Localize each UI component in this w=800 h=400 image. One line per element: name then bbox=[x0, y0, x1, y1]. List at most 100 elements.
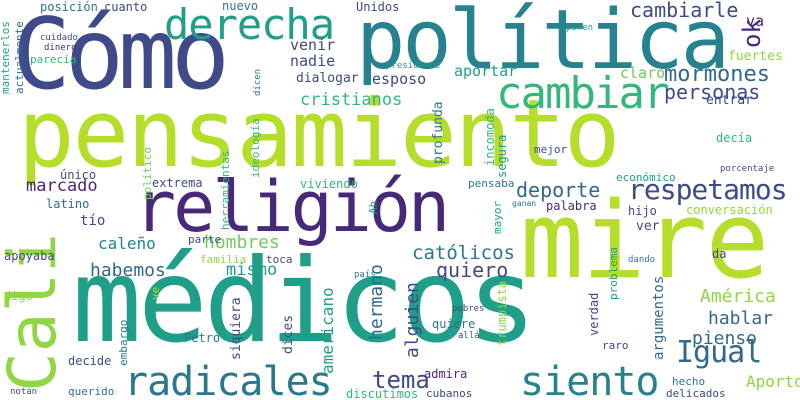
word-unico: único bbox=[60, 168, 97, 182]
word-mejor: mejor bbox=[534, 143, 568, 156]
word-america: América bbox=[700, 286, 776, 307]
word-mire: mire bbox=[520, 179, 769, 302]
word-ganan: ganan bbox=[512, 199, 537, 208]
word-economico: económico bbox=[616, 171, 676, 184]
word-problema: problema bbox=[607, 247, 620, 300]
word-mormones: mormones bbox=[664, 62, 770, 87]
word-dices: dices bbox=[281, 314, 296, 354]
word-argumentos: argumentos bbox=[651, 275, 667, 360]
word-pensaba: pensaba bbox=[468, 177, 515, 190]
word-embargo: embargo bbox=[117, 319, 130, 366]
word-cuanto: cuanto bbox=[104, 0, 148, 14]
word-parecia: parecía bbox=[30, 53, 77, 66]
word-profunda: profunda bbox=[431, 101, 446, 164]
word-medicos: médicos bbox=[72, 234, 537, 369]
word-segura: segura bbox=[495, 134, 509, 178]
word-viviendo: viviendo bbox=[300, 177, 358, 191]
word-actualmente: actualmente bbox=[13, 21, 26, 94]
word-dinero: dinero bbox=[44, 43, 77, 53]
word-extrema: extrema bbox=[152, 176, 203, 190]
word-raro: raro bbox=[602, 339, 629, 352]
word-politico: político bbox=[141, 147, 154, 200]
word-palabra: palabra bbox=[546, 199, 597, 213]
word-igual: Igual bbox=[676, 335, 762, 370]
word-siquiera: siquiera bbox=[229, 297, 244, 360]
word-unidos: Unidos bbox=[356, 0, 400, 14]
word-cuidado: cuidado bbox=[40, 33, 78, 43]
word-pienso: pienso bbox=[692, 328, 758, 349]
word-apoyaba: apoyaba bbox=[4, 249, 55, 263]
word-como: Cómo bbox=[12, 0, 230, 112]
word-herramientas: herramientas bbox=[219, 150, 232, 230]
word-ponen: ponen bbox=[566, 23, 594, 33]
word-mantenerlos: mantenerlos bbox=[0, 21, 12, 94]
word-mayor: mayor bbox=[491, 200, 504, 234]
word-alguien: alguien bbox=[402, 282, 423, 358]
word-familia: familia bbox=[200, 253, 247, 266]
word-presidente: presidente bbox=[386, 61, 441, 71]
word-aporto: Aporto bbox=[746, 372, 800, 391]
word-porcentaje: porcentaje bbox=[720, 164, 775, 174]
word-trumpista: trumpista bbox=[495, 280, 509, 346]
word-esposo: esposo bbox=[372, 70, 427, 88]
word-quiero: quiero bbox=[436, 258, 509, 282]
word-parte: parte bbox=[188, 233, 222, 246]
word-discutimos: discutimos bbox=[346, 387, 419, 400]
word-digo: digo bbox=[4, 289, 33, 303]
word-hecho: hecho bbox=[672, 375, 706, 388]
word-decia: decía bbox=[716, 131, 753, 145]
word-tema: tema bbox=[372, 366, 430, 394]
word-mismo: mismo bbox=[226, 260, 278, 280]
word-venir: venir bbox=[290, 36, 336, 54]
word-marcado: marcado bbox=[26, 176, 98, 196]
word-verdad: verdad bbox=[587, 292, 601, 336]
word-pais: país bbox=[354, 270, 376, 280]
word-religion: religión bbox=[134, 166, 450, 248]
word-tio: tío bbox=[80, 213, 106, 229]
word-nadie: nadie bbox=[290, 52, 336, 70]
word-dando: dando bbox=[628, 255, 656, 265]
word-habemos: habemos bbox=[90, 260, 166, 281]
word-caleno: caleño bbox=[98, 234, 156, 253]
word-posicion: posición bbox=[40, 0, 98, 14]
word-deporte: deporte bbox=[516, 178, 601, 202]
word-va: va bbox=[746, 12, 765, 30]
word-americano: americano bbox=[318, 287, 337, 374]
word-decide: decide bbox=[68, 354, 112, 368]
word-conversacion: conversación bbox=[686, 203, 773, 217]
word-dialogar: dialogar bbox=[296, 71, 359, 86]
word-ve: ve bbox=[149, 286, 162, 300]
word-notan: notan bbox=[10, 387, 38, 397]
word-petro: Petro bbox=[184, 331, 221, 345]
word-derecha: derecha bbox=[164, 0, 335, 49]
word-ah: Ah bbox=[367, 200, 380, 214]
word-alla: allá bbox=[458, 331, 480, 341]
word-ver: ver bbox=[636, 219, 660, 234]
word-personas: personas bbox=[664, 80, 761, 104]
word-delicados: delicados bbox=[666, 387, 726, 400]
word-quiere: quiere bbox=[432, 317, 476, 331]
word-cristianos: cristianos bbox=[300, 90, 403, 110]
word-politica: política bbox=[356, 0, 730, 88]
word-querido: querido bbox=[68, 385, 115, 398]
word-hijo: hijo bbox=[628, 204, 657, 218]
word-entrar: entrar bbox=[706, 93, 753, 108]
word-latino: latino bbox=[46, 197, 90, 211]
word-radicales: radicales bbox=[124, 359, 333, 400]
word-toca: toca bbox=[266, 253, 293, 266]
word-fuertes: fuertes bbox=[728, 49, 783, 64]
word-pobres: pobres bbox=[452, 304, 485, 314]
word-respetamos: respetamos bbox=[628, 173, 788, 206]
word-catolicos: católicos bbox=[412, 242, 515, 264]
word-cambiarle: cambiarle bbox=[630, 0, 739, 22]
word-aportar: aportar bbox=[454, 62, 518, 80]
word-cubanos: cubanos bbox=[426, 387, 473, 400]
word-nuevo: nuevo bbox=[222, 0, 259, 13]
word-ideologia: ideología bbox=[249, 118, 262, 178]
word-claro: claro bbox=[620, 64, 666, 82]
word-pensamiento: pensamiento bbox=[18, 80, 621, 189]
word-siento: siento bbox=[520, 359, 659, 400]
word-da: da bbox=[712, 247, 727, 261]
word-dicen: dicen bbox=[253, 68, 263, 96]
